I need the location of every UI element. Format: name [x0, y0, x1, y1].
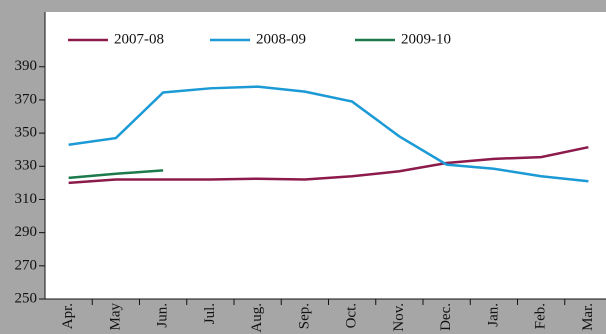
- series-group: [68, 85, 589, 185]
- x-tick-label: Oct.: [344, 303, 360, 328]
- x-tick-label: Aug.: [249, 303, 265, 333]
- x-tick-label: May: [107, 303, 123, 331]
- x-tick-label: Feb.: [533, 303, 549, 329]
- legend-label: 2007-08: [114, 31, 164, 47]
- x-tick-label: Jun.: [155, 303, 171, 328]
- y-tick-label: 270: [15, 257, 38, 273]
- x-tick-label: Mar.: [580, 303, 596, 331]
- x-tick-label: Jul.: [202, 303, 218, 324]
- y-tick-label: 310: [15, 191, 38, 207]
- series-line: [68, 145, 589, 185]
- legend-label: 2008-09: [256, 31, 306, 47]
- series-line: [68, 85, 589, 183]
- plot-area: [45, 12, 606, 299]
- y-tick-label: 290: [15, 224, 38, 240]
- x-tick-label: Sep.: [296, 303, 312, 329]
- y-tick-label: 390: [15, 58, 38, 74]
- series-line: [68, 169, 164, 180]
- legend-label: 2009-10: [401, 31, 451, 47]
- x-tick-label: Dec.: [438, 303, 454, 331]
- y-tick-label: 370: [15, 91, 38, 107]
- x-tick-label: Apr.: [60, 303, 76, 329]
- y-tick-label: 250: [15, 290, 38, 306]
- y-tick-label: 330: [15, 158, 38, 174]
- y-tick-label: 350: [15, 125, 38, 141]
- x-tick-label: Jan.: [485, 303, 501, 327]
- x-tick-label: Nov.: [391, 303, 407, 332]
